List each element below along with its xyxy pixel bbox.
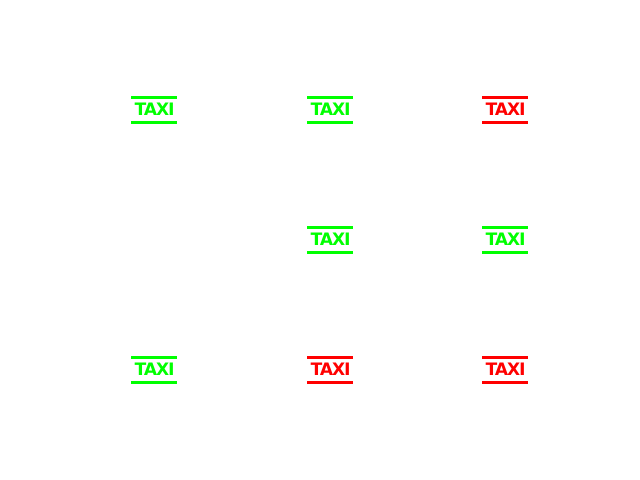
taxi-icon[interactable]: TAXI <box>482 96 528 126</box>
taxi-sign-label: TAXI <box>310 360 351 380</box>
taxi-sign-bottom-bar <box>482 121 528 124</box>
grid-cell[interactable]: TAXI <box>482 226 528 256</box>
taxi-sign-top-bar <box>482 96 528 99</box>
taxi-sign-label: TAXI <box>485 360 526 380</box>
grid-cell[interactable]: TAXI <box>307 226 353 256</box>
taxi-sign-bottom-bar <box>307 381 353 384</box>
taxi-sign-label: TAXI <box>134 360 175 380</box>
taxi-sign-label: TAXI <box>485 230 526 250</box>
taxi-sign-top-bar <box>131 356 177 359</box>
taxi-sign-bottom-bar <box>307 121 353 124</box>
taxi-sign-top-bar <box>307 226 353 229</box>
taxi-icon[interactable]: TAXI <box>307 356 353 386</box>
taxi-icon[interactable]: TAXI <box>131 356 177 386</box>
taxi-icon[interactable]: TAXI <box>131 96 177 126</box>
taxi-icon[interactable]: TAXI <box>482 356 528 386</box>
taxi-icon[interactable]: TAXI <box>307 226 353 256</box>
taxi-sign-bottom-bar <box>482 251 528 254</box>
grid-cell[interactable]: TAXI <box>307 356 353 386</box>
taxi-sign-top-bar <box>307 96 353 99</box>
grid-cell[interactable]: TAXI <box>131 96 177 126</box>
taxi-sign-bottom-bar <box>482 381 528 384</box>
grid-cell[interactable]: TAXI <box>482 96 528 126</box>
taxi-sign-bottom-bar <box>131 121 177 124</box>
taxi-sign-top-bar <box>482 356 528 359</box>
taxi-sign-label: TAXI <box>310 230 351 250</box>
grid-cell-empty[interactable] <box>131 226 177 256</box>
taxi-sign-top-bar <box>482 226 528 229</box>
empty-slot <box>131 226 177 256</box>
taxi-sign-label: TAXI <box>310 100 351 120</box>
grid-cell[interactable]: TAXI <box>307 96 353 126</box>
taxi-sign-top-bar <box>131 96 177 99</box>
taxi-icon[interactable]: TAXI <box>482 226 528 256</box>
grid-cell[interactable]: TAXI <box>131 356 177 386</box>
taxi-icon[interactable]: TAXI <box>307 96 353 126</box>
taxi-sign-bottom-bar <box>131 381 177 384</box>
taxi-sign-label: TAXI <box>485 100 526 120</box>
taxi-sign-label: TAXI <box>134 100 175 120</box>
grid-cell[interactable]: TAXI <box>482 356 528 386</box>
taxi-sign-top-bar <box>307 356 353 359</box>
taxi-sign-bottom-bar <box>307 251 353 254</box>
